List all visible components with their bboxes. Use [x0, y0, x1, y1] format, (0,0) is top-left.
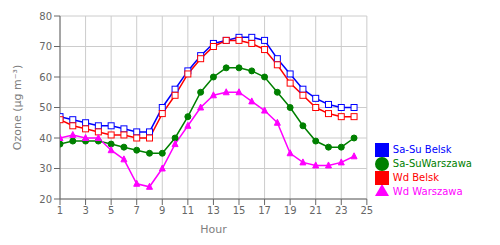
- svg-text:80: 80: [39, 11, 52, 22]
- svg-text:11: 11: [181, 205, 194, 216]
- html-text:Sa-Su Belsk: Sa-Su Belsk: [392, 144, 452, 155]
- svg-text:20: 20: [39, 194, 52, 205]
- svg-text:Hour: Hour: [200, 223, 227, 236]
- svg-text:13: 13: [207, 205, 220, 216]
- svg-text:21: 21: [309, 205, 322, 216]
- html-text:Sa-SuWarszawa: Sa-SuWarszawa: [392, 158, 472, 169]
- svg-text:23: 23: [335, 205, 348, 216]
- svg-text:30: 30: [39, 163, 52, 174]
- svg-text:19: 19: [284, 205, 297, 216]
- html-text:Wd Warszawa: Wd Warszawa: [392, 186, 463, 197]
- svg-text:9: 9: [159, 205, 165, 216]
- svg-text:50: 50: [39, 102, 52, 113]
- html-text:Wd Belsk: Wd Belsk: [392, 172, 440, 183]
- svg-text:17: 17: [258, 205, 271, 216]
- svg-text:5: 5: [108, 205, 114, 216]
- svg-text:7: 7: [134, 205, 140, 216]
- svg-text:60: 60: [39, 72, 52, 83]
- svg-text:Ozone (μg m⁻³): Ozone (μg m⁻³): [11, 65, 24, 150]
- svg-text:25: 25: [360, 205, 373, 216]
- svg-text:3: 3: [82, 205, 88, 216]
- svg-text:15: 15: [233, 205, 246, 216]
- svg-text:1: 1: [57, 205, 63, 216]
- svg-text:40: 40: [39, 133, 52, 144]
- svg-text:70: 70: [39, 41, 52, 52]
